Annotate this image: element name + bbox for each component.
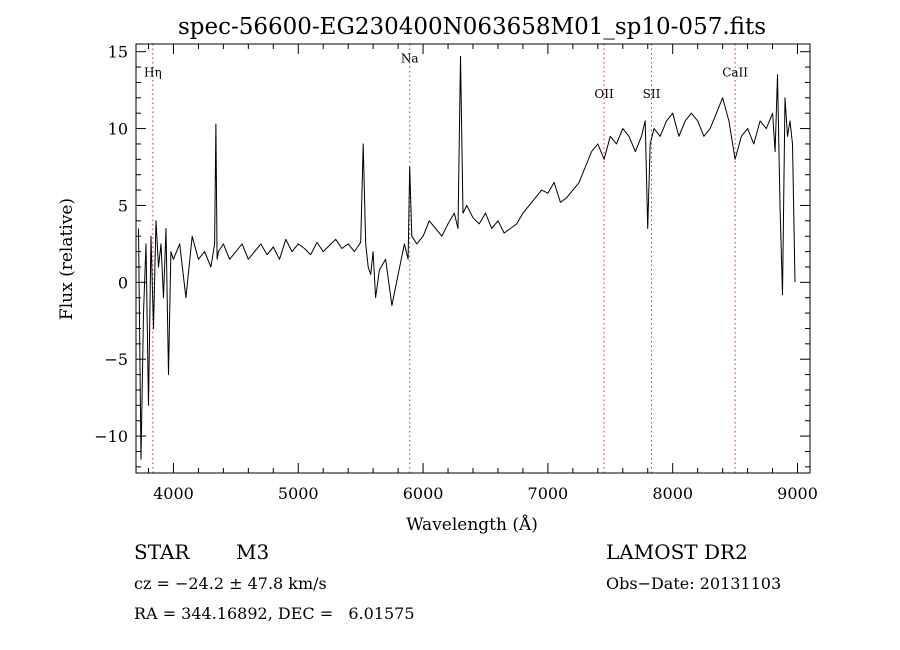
x-tick-label-0: 4000 bbox=[153, 484, 194, 503]
x-tick-label-3: 7000 bbox=[528, 484, 569, 503]
spectrum-line bbox=[138, 55, 796, 460]
object-subclass: M3 bbox=[236, 540, 270, 564]
spectral-line-markers: Hη Na OII SII CaII bbox=[144, 44, 748, 473]
chart-title: spec-56600-EG230400N063658M01_sp10-057.f… bbox=[178, 14, 766, 40]
line-label-2: OII bbox=[594, 87, 614, 101]
y-tick-label-3: 5 bbox=[118, 196, 128, 215]
x-tick-label-1: 5000 bbox=[278, 484, 319, 503]
object-type: STAR bbox=[134, 540, 190, 564]
line-label-0: Hη bbox=[144, 65, 162, 79]
y-axis-label: Flux (relative) bbox=[57, 198, 77, 320]
y-tick-label-4: 10 bbox=[108, 120, 128, 139]
coordinates: RA = 344.16892, DEC = 6.01575 bbox=[134, 604, 415, 623]
observation-date: Obs−Date: 20131103 bbox=[606, 574, 782, 593]
axis-ticks: 4000 5000 6000 7000 8000 9000 −10 −5 0 5 10 15 bbox=[94, 43, 818, 503]
x-axis-label: Wavelength (Å) bbox=[406, 514, 538, 535]
plot-frame bbox=[135, 43, 811, 474]
redshift-velocity: cz = −24.2 ± 47.8 km/s bbox=[134, 574, 327, 593]
x-tick-label-5: 9000 bbox=[777, 484, 818, 503]
y-tick-label-0: −10 bbox=[94, 427, 128, 446]
y-tick-label-1: −5 bbox=[104, 350, 128, 369]
y-tick-label-2: 0 bbox=[118, 273, 128, 292]
x-tick-label-2: 6000 bbox=[403, 484, 444, 503]
y-tick-label-5: 15 bbox=[108, 43, 128, 62]
line-label-4: CaII bbox=[722, 65, 748, 79]
line-label-3: SII bbox=[643, 87, 661, 101]
survey-name: LAMOST DR2 bbox=[606, 540, 748, 564]
x-tick-label-4: 8000 bbox=[652, 484, 693, 503]
line-label-1: Na bbox=[401, 51, 419, 65]
